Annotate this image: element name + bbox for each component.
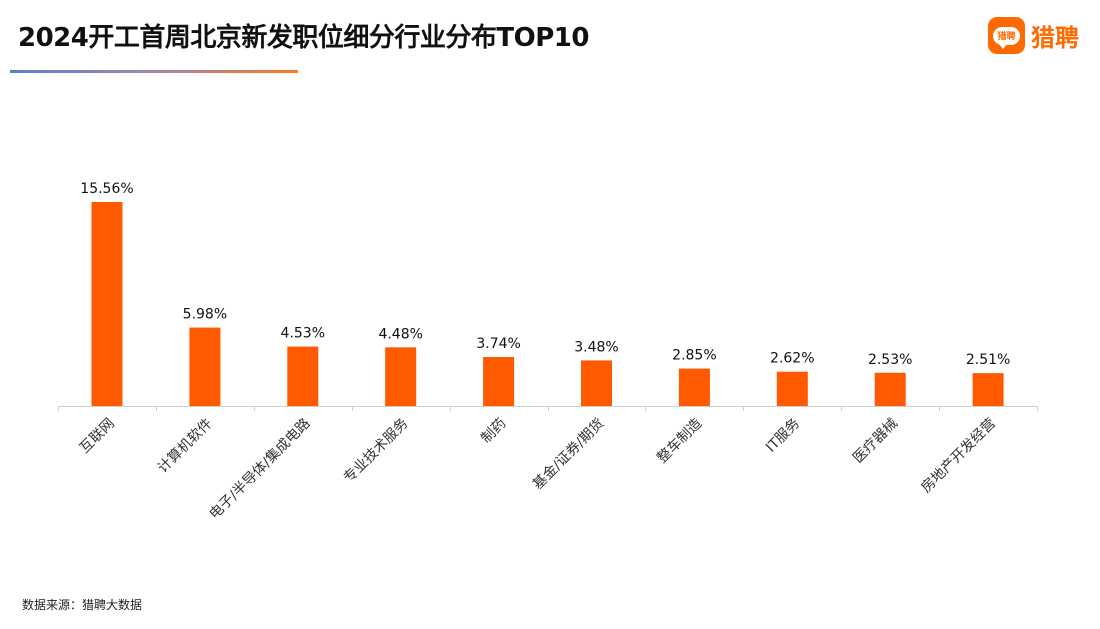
data-label: 3.48% [574, 339, 618, 355]
bar [287, 346, 319, 406]
category-label: 互联网 [77, 416, 118, 457]
data-label: 4.48% [378, 326, 422, 342]
bar [581, 360, 612, 406]
bar [91, 202, 123, 406]
category-label: 房地产开发经营 [918, 416, 999, 497]
bar [874, 372, 906, 406]
brand-logo-icon: 猎聘 [988, 17, 1025, 54]
data-label: 2.62% [770, 351, 814, 367]
category-label: 专业技术服务 [341, 416, 412, 487]
data-label: 15.56% [80, 181, 133, 197]
category-label: 计算机软件 [155, 416, 216, 477]
data-label: 2.85% [672, 348, 716, 364]
data-label: 3.74% [476, 336, 520, 352]
category-label: 制药 [478, 416, 509, 447]
category-label: 医疗器械 [850, 416, 901, 467]
brand: 猎聘 猎聘 [988, 17, 1079, 54]
bar [189, 327, 221, 406]
data-label: 2.51% [966, 352, 1010, 368]
chart-title: 2024开工首周北京新发职位细分行业分布TOP10 [18, 23, 589, 53]
brand-name: 猎聘 [1031, 24, 1079, 52]
bar [483, 357, 515, 406]
bar [678, 368, 710, 406]
category-label: IT服务 [763, 416, 803, 456]
title-underline [10, 70, 298, 73]
category-label: 整车制造 [654, 415, 706, 467]
data-label: 2.53% [868, 352, 912, 368]
category-label: 基金/证券/期货 [529, 415, 607, 493]
brand-logo-text: 猎聘 [993, 26, 1020, 49]
bar [972, 373, 1004, 406]
data-label: 5.98% [183, 307, 227, 323]
data-source: 数据来源：猎聘大数据 [22, 598, 143, 612]
category-label: 电子/半导体/集成电路 [206, 415, 314, 523]
data-label: 4.53% [281, 326, 325, 342]
bar [776, 371, 808, 406]
bar [385, 347, 417, 406]
